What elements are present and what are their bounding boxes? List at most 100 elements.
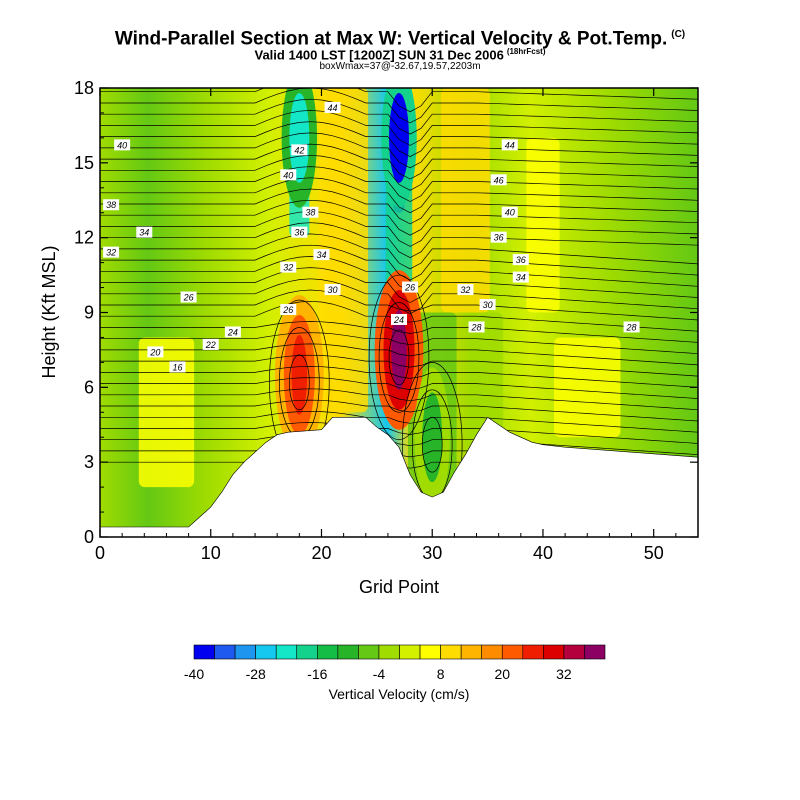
colorbar-swatch [584, 644, 606, 660]
contour-label-bg [468, 321, 485, 333]
contour-label-bg [147, 346, 164, 358]
w-contour [388, 329, 410, 386]
contour-label-text: 22 [205, 340, 216, 350]
colorbar-swatch [193, 644, 215, 660]
contour-label: 46 [490, 174, 507, 186]
x-axis-title: Grid Point [359, 577, 439, 597]
contour-label-bg [402, 281, 419, 293]
contour-label-bg [114, 139, 131, 151]
colorbar-swatch [460, 644, 482, 660]
downdraft-core [422, 392, 443, 483]
contour-labels: 44 40 42 44 40 46 38 38 40 34 36 36 32 34 36 32 34 30 26 32… [103, 101, 640, 373]
y-axis-title: Height (Kft MSL) [39, 245, 59, 378]
contour-label-text: 24 [393, 315, 404, 325]
contour-label-text: 40 [117, 140, 127, 150]
contour-label-text: 44 [505, 140, 515, 150]
contour-label: 24 [224, 326, 241, 338]
velocity-band [441, 88, 490, 313]
contour-label-text: 24 [227, 327, 238, 337]
contour-label: 22 [202, 338, 219, 350]
theta-contour [100, 98, 698, 135]
colorbar-swatch [234, 644, 256, 660]
contour-label-bg [302, 206, 319, 218]
theta-contour [100, 289, 698, 321]
contour-label: 32 [103, 246, 120, 258]
theta-contour [100, 88, 698, 113]
contour-label-text: 20 [149, 347, 160, 357]
contour-label: 40 [501, 206, 518, 218]
contour-label-bg [180, 291, 197, 303]
theta-contour [100, 267, 698, 303]
chart-title: Wind-Parallel Section at Max W: Vertical… [114, 28, 686, 50]
chart-subtitle: Valid 1400 LST [1200Z] SUN 31 Dec 2006 (1… [254, 47, 546, 63]
contour-label-bg [313, 249, 330, 261]
contour-label-text: 34 [516, 273, 526, 283]
colorbar-tick-label: -40 [184, 666, 204, 682]
theta-contour [100, 278, 698, 315]
contour-label-text: 28 [471, 322, 482, 332]
x-tick-label: 0 [95, 543, 105, 563]
colorbar-swatch [563, 644, 585, 660]
theta-contour [100, 110, 698, 146]
contour-label: 44 [324, 101, 341, 113]
colorbar-swatch [543, 644, 565, 660]
contour-label-bg [501, 206, 518, 218]
x-tick-label: 40 [533, 543, 553, 563]
contour-label-bg [103, 199, 120, 211]
colorbar-tick-label: 32 [556, 666, 572, 682]
contour-label: 38 [103, 199, 120, 211]
contour-label-text: 32 [460, 285, 470, 295]
contour-label-text: 28 [626, 322, 637, 332]
title-mark: (C) [671, 29, 686, 40]
colorbar-tick-label: -4 [373, 666, 386, 682]
downdraft-core [289, 92, 310, 183]
contour-label-text: 36 [294, 228, 304, 238]
colorbar-swatch [481, 644, 503, 660]
contour-label-bg [490, 174, 507, 186]
colorbar-swatch [358, 644, 380, 660]
colorbar-swatch [378, 644, 400, 660]
contour-label-text: 26 [183, 293, 194, 303]
theta-contour [100, 410, 698, 433]
contour-label: 36 [291, 226, 308, 238]
colorbar-swatch [316, 644, 339, 660]
y-tick-label: 6 [84, 377, 94, 397]
contour-label: 30 [479, 299, 496, 311]
theta-contour [100, 177, 698, 214]
colorbar-tick-label: 8 [437, 666, 445, 682]
contour-label-bg [280, 169, 297, 181]
theta-contour [100, 433, 698, 456]
contour-label-text: 36 [494, 233, 504, 243]
contour-label-bg [291, 226, 308, 238]
colorbar-swatch [337, 644, 359, 660]
contour-label-bg [324, 284, 341, 296]
contour-label: 36 [512, 254, 529, 266]
contour-label-bg [501, 139, 518, 151]
x-tick-label: 50 [644, 543, 664, 563]
contour-label-bg [512, 271, 529, 283]
w-contour [378, 302, 420, 413]
contour-label-bg [512, 254, 529, 266]
x-tick-label: 10 [201, 543, 221, 563]
contour-label-text: 26 [282, 305, 293, 315]
theta-contour [100, 88, 698, 124]
contour-label-bg [391, 313, 407, 325]
contour-label-bg [291, 144, 308, 156]
contour-label: 32 [457, 284, 474, 296]
contour-label: 26 [280, 304, 297, 316]
contour-label-bg [623, 321, 640, 333]
theta-contour [100, 132, 698, 169]
contour-label: 40 [280, 169, 297, 181]
y-tick-label: 3 [84, 452, 94, 472]
contour-label-text: 44 [328, 103, 338, 113]
contour-label: 44 [501, 139, 518, 151]
contour-label-text: 34 [139, 228, 149, 238]
contour-label-text: 30 [483, 300, 493, 310]
theta-contour [100, 121, 698, 157]
contour-label: 42 [291, 144, 308, 156]
colorbar-tick-label: -28 [246, 666, 266, 682]
updraft-core [291, 334, 308, 415]
colorbar-tick-label: -16 [307, 666, 327, 682]
y-tick-label: 0 [84, 527, 94, 547]
